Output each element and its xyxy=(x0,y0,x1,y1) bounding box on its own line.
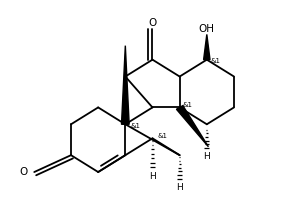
Polygon shape xyxy=(121,46,129,124)
Text: O: O xyxy=(148,18,157,28)
Text: O: O xyxy=(19,167,27,177)
Text: H: H xyxy=(203,152,210,161)
Text: &1: &1 xyxy=(210,58,220,64)
Polygon shape xyxy=(204,34,210,60)
Text: &1: &1 xyxy=(130,123,140,129)
Polygon shape xyxy=(176,106,208,147)
Text: OH: OH xyxy=(199,24,215,34)
Text: &1: &1 xyxy=(157,132,167,139)
Text: H: H xyxy=(176,183,183,192)
Text: H: H xyxy=(149,172,156,181)
Text: &1: &1 xyxy=(183,102,193,108)
